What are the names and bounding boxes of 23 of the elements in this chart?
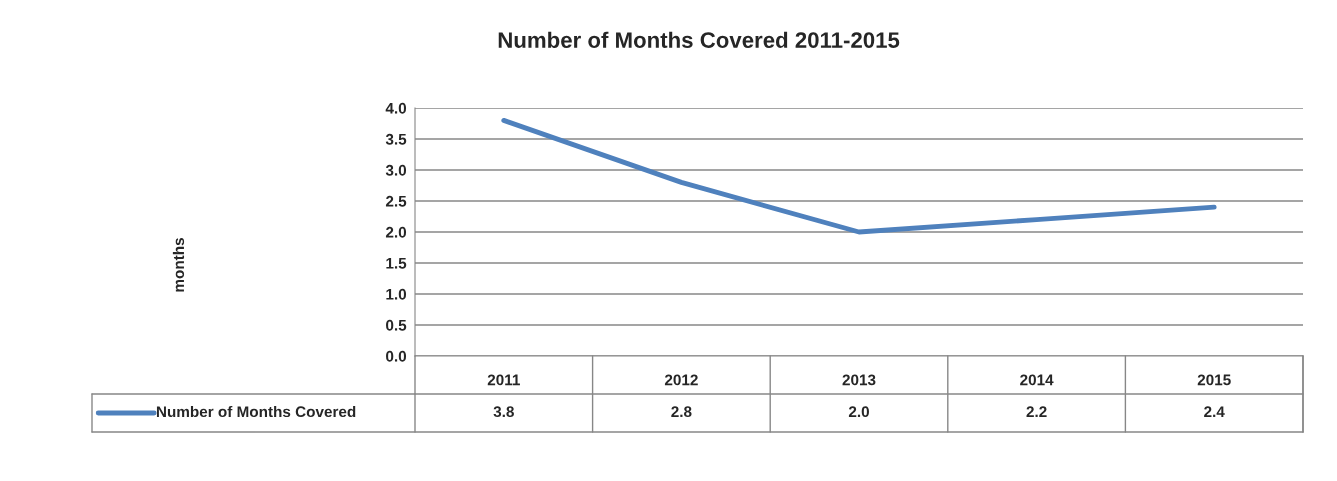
y-tick-label: 4.0: [385, 102, 407, 114]
x-tick-label: 2013: [842, 374, 876, 386]
x-tick-label: 2011: [487, 374, 520, 386]
data-label: 2.4: [1204, 406, 1225, 417]
data-label: 3.8: [493, 406, 514, 418]
data-label: 2.8: [671, 406, 692, 418]
line-series: [501, 117, 1217, 235]
data-label: 2.0: [848, 406, 869, 418]
legend-label: Number of Months Covered: [156, 405, 356, 418]
y-tick-label: 2.5: [385, 195, 407, 207]
data-label: 2.2: [1026, 406, 1047, 417]
y-tick-label: 0.0: [386, 350, 407, 362]
y-tick-label: 3.0: [385, 164, 407, 176]
text: months: [172, 238, 185, 292]
x-tick-label: 2014: [1020, 374, 1054, 386]
y-tick-label: 2.0: [385, 226, 407, 238]
chart-title: Number of Months Covered 2011-2015: [498, 31, 900, 48]
x-tick-label: 2012: [664, 374, 698, 386]
y-tick-label: 0.5: [386, 319, 407, 331]
y-tick-label: 1.5: [386, 258, 407, 269]
y-tick-label: 1.0: [386, 288, 407, 300]
y-tick-label: 3.5: [385, 133, 407, 145]
x-tick-label: 2015: [1197, 374, 1231, 386]
